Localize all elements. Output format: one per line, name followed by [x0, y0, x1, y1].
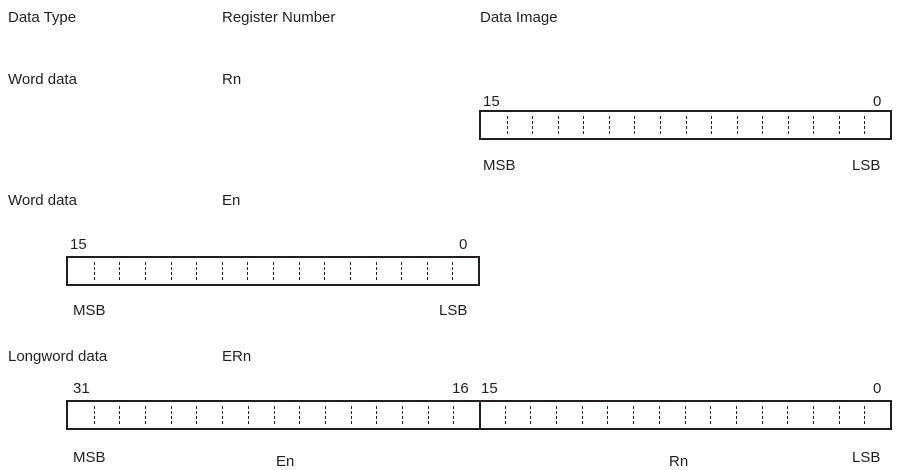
header-data-image: Data Image — [480, 9, 558, 26]
bit-divider — [581, 406, 583, 424]
upper-half-label: En — [276, 453, 295, 470]
register-ern-bitfield — [66, 400, 892, 430]
bit-divider — [864, 406, 866, 424]
bit-divider — [299, 406, 301, 424]
bit-divider — [196, 406, 198, 424]
bit-divider — [634, 116, 636, 134]
bit-label-high: 15 — [70, 236, 87, 253]
header-register-number: Register Number — [222, 9, 336, 26]
bit-divider — [787, 116, 789, 134]
bit-divider — [787, 406, 789, 424]
bit-label-low: 0 — [873, 380, 882, 397]
header-data-type: Data Type — [8, 9, 77, 26]
bit-divider — [506, 116, 508, 134]
bit-divider — [401, 262, 403, 280]
bit-divider — [93, 262, 95, 280]
row-data-type: Longword data — [8, 348, 108, 365]
bit-divider — [658, 406, 660, 424]
bit-divider — [196, 262, 198, 280]
bit-divider — [710, 406, 712, 424]
bit-divider — [633, 406, 635, 424]
bit-divider — [607, 406, 609, 424]
bit-divider — [119, 262, 121, 280]
bit-divider — [170, 406, 172, 424]
bit-divider — [864, 116, 866, 134]
bit-divider — [659, 116, 661, 134]
register-rn-bitfield — [479, 110, 892, 140]
row-register-number: Rn — [222, 71, 242, 88]
row-data-type: Word data — [8, 71, 77, 88]
bit-divider — [93, 406, 95, 424]
row-register-number: En — [222, 192, 241, 209]
bit-divider — [685, 116, 687, 134]
bit-divider — [761, 406, 763, 424]
bit-divider — [762, 116, 764, 134]
bit-divider — [711, 116, 713, 134]
bit-divider — [273, 262, 274, 280]
lsb-label: LSB — [852, 449, 881, 466]
register-en-bitfield — [66, 256, 480, 286]
bit-label-high: 31 — [73, 380, 90, 397]
bit-divider — [736, 116, 738, 134]
msb-label: MSB — [73, 449, 106, 466]
bit-divider — [324, 406, 326, 424]
bit-divider — [838, 116, 840, 134]
bit-label-low: 0 — [873, 93, 882, 110]
bit-divider — [350, 406, 352, 424]
bit-label-mid-low: 15 — [481, 380, 498, 397]
bit-divider — [247, 406, 249, 424]
msb-label: MSB — [73, 302, 106, 319]
bit-divider — [144, 262, 146, 280]
lsb-label: LSB — [852, 157, 881, 174]
bit-divider — [145, 406, 147, 424]
bit-divider — [324, 262, 326, 280]
bit-divider — [119, 406, 121, 424]
halfword-divider — [479, 400, 481, 430]
bit-divider — [170, 262, 172, 280]
bit-label-low: 0 — [459, 236, 468, 253]
bit-divider — [813, 116, 815, 134]
bit-divider — [298, 262, 300, 280]
bit-label-mid-high: 16 — [452, 380, 469, 397]
bit-divider — [221, 262, 223, 280]
bit-divider — [349, 262, 351, 280]
bit-divider — [222, 406, 224, 424]
row-register-number: ERn — [222, 348, 252, 365]
bit-divider — [838, 406, 840, 424]
bit-divider — [376, 406, 378, 424]
bit-divider — [812, 406, 814, 424]
bit-divider — [530, 406, 532, 424]
bit-divider — [532, 116, 534, 134]
bit-divider — [583, 116, 585, 134]
bit-divider — [684, 406, 686, 424]
bit-divider — [427, 406, 429, 424]
bit-divider — [735, 406, 737, 424]
bit-divider — [426, 262, 428, 280]
lower-half-label: Rn — [669, 453, 689, 470]
bit-divider — [247, 262, 249, 280]
msb-label: MSB — [483, 157, 516, 174]
bit-divider — [504, 406, 506, 424]
bit-divider — [608, 116, 610, 134]
row-data-type: Word data — [8, 192, 77, 209]
bit-divider — [453, 406, 455, 424]
bit-divider — [401, 406, 403, 424]
bit-divider — [375, 262, 377, 280]
lsb-label: LSB — [439, 302, 468, 319]
bit-divider — [557, 116, 559, 134]
bit-divider — [452, 262, 454, 280]
bit-divider — [556, 406, 558, 424]
bit-label-high: 15 — [483, 93, 500, 110]
bit-divider — [273, 406, 275, 424]
